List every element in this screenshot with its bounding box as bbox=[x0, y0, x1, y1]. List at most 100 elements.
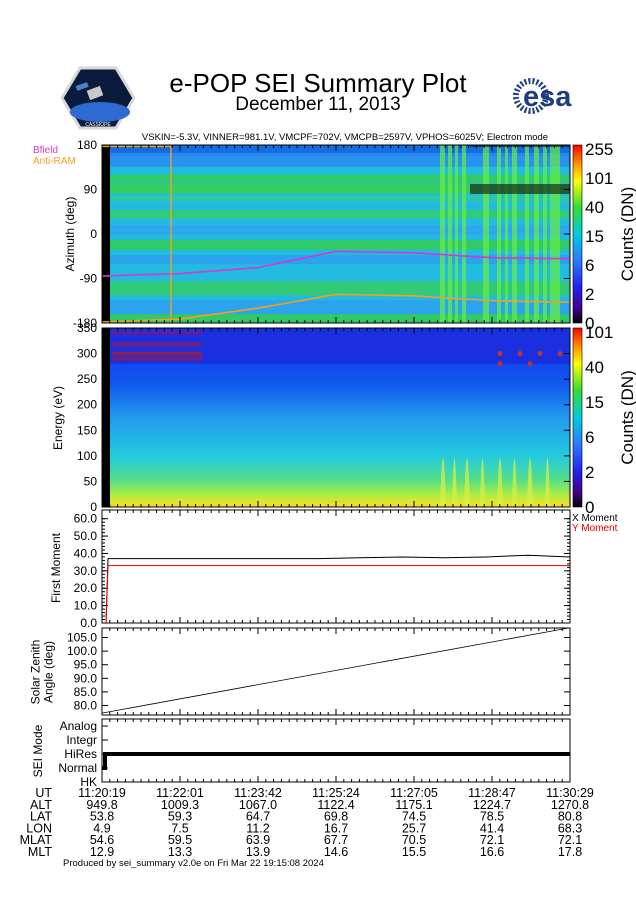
moment-tick-label: 30.0 bbox=[74, 564, 98, 578]
azimuth-colorbar-label: 6 bbox=[585, 256, 594, 275]
azimuth-streak bbox=[497, 145, 501, 323]
azimuth-streak bbox=[550, 145, 556, 323]
ephemeris-cell: 1224.7 bbox=[473, 798, 511, 812]
energy-colorbar-label: 0 bbox=[585, 498, 594, 517]
mode-axis-label: SEI Mode bbox=[31, 724, 45, 777]
moment-tick-label: 10.0 bbox=[74, 599, 98, 613]
sza-tick-label: 95.0 bbox=[74, 658, 98, 672]
azimuth-band bbox=[102, 174, 570, 183]
azimuth-band bbox=[102, 281, 570, 296]
energy-colorbar-label: 2 bbox=[585, 463, 594, 482]
energy-hot-pixel bbox=[497, 361, 503, 367]
azimuth-streak bbox=[525, 145, 529, 323]
ephemeris-cell: 80.8 bbox=[558, 810, 582, 824]
azimuth-colorbar-label: 2 bbox=[585, 285, 594, 304]
azimuth-band bbox=[102, 152, 570, 167]
badge-text: CASSIOPE bbox=[85, 122, 111, 128]
ephemeris-cell: 59.5 bbox=[168, 833, 192, 847]
esa-wordmark: esa bbox=[523, 81, 572, 113]
energy-tick-label: 200 bbox=[77, 398, 97, 412]
energy-burst bbox=[464, 457, 470, 507]
ephemeris-cell: 11:22:01 bbox=[156, 786, 204, 800]
azimuth-tick-label: 90 bbox=[84, 183, 98, 197]
ephemeris-cell: 11:28:47 bbox=[468, 786, 516, 800]
legend-x-moment: X Moment bbox=[572, 513, 618, 524]
ephemeris-cell: 17.8 bbox=[558, 845, 582, 859]
sza-line bbox=[101, 627, 571, 714]
ephemeris-cell: 67.7 bbox=[324, 833, 348, 847]
ephemeris-cell: 11:20:19 bbox=[78, 786, 126, 800]
energy-tick-label: 250 bbox=[77, 372, 97, 386]
energy-red-band bbox=[112, 331, 202, 336]
mode-tick-label: Integr bbox=[66, 733, 97, 747]
energy-burst bbox=[512, 457, 517, 507]
energy-axis-label: Energy (eV) bbox=[51, 386, 65, 450]
ephemeris-row-label: LON bbox=[26, 821, 52, 835]
azimuth-streak bbox=[543, 145, 547, 323]
azimuth-streak bbox=[534, 145, 539, 323]
energy-burst bbox=[480, 457, 485, 507]
azimuth-band bbox=[102, 183, 570, 194]
ephemeris-cell: 13.3 bbox=[168, 845, 192, 859]
ephemeris-row-label: MLT bbox=[28, 845, 52, 859]
badge-earth bbox=[70, 102, 130, 122]
ephemeris-cell: 13.9 bbox=[246, 845, 270, 859]
ephemeris-cell: 1067.0 bbox=[239, 798, 277, 812]
ephemeris-cell: 11:27:05 bbox=[390, 786, 438, 800]
ephemeris-cell: 25.7 bbox=[402, 821, 426, 835]
energy-tick-label: 300 bbox=[77, 347, 97, 361]
azimuth-axis-label: Azimuth (deg) bbox=[63, 197, 77, 272]
moment-tick-label: 50.0 bbox=[74, 529, 98, 543]
ephemeris-cell: 74.5 bbox=[402, 810, 426, 824]
energy-colorbar bbox=[572, 327, 583, 508]
legend-y-moment: Y Moment bbox=[572, 523, 618, 534]
azimuth-tick-label: -180 bbox=[73, 316, 97, 330]
azimuth-streak bbox=[440, 145, 445, 323]
azimuth-colorbar-label: 40 bbox=[585, 198, 604, 217]
moment-tick-label: 0.0 bbox=[80, 616, 97, 630]
ephemeris-cell: 14.6 bbox=[324, 845, 348, 859]
badge-satellite bbox=[86, 85, 104, 101]
ephemeris-cell: 11.2 bbox=[246, 821, 269, 835]
azimuth-colorbar bbox=[572, 144, 583, 324]
sza-tick-label: 85.0 bbox=[74, 685, 98, 699]
sza-axis-label: Solar Zenith bbox=[29, 640, 43, 705]
azimuth-hot-band bbox=[470, 145, 570, 147]
ephemeris-cell: 7.5 bbox=[171, 821, 188, 835]
azimuth-band bbox=[102, 300, 570, 317]
ephemeris-cell: 63.9 bbox=[246, 833, 270, 847]
ephemeris-cell: 41.4 bbox=[480, 821, 504, 835]
azimuth-streak bbox=[483, 145, 489, 323]
azimuth-band bbox=[102, 225, 570, 236]
energy-hot-pixel bbox=[537, 351, 543, 357]
energy-tick-label: 0 bbox=[90, 500, 97, 514]
azimuth-colorbar-label: 101 bbox=[585, 169, 613, 188]
azimuth-band bbox=[102, 255, 570, 265]
energy-burst bbox=[545, 457, 550, 507]
energy-burst bbox=[452, 457, 457, 507]
energy-red-band bbox=[112, 356, 202, 361]
energy-spectrogram bbox=[102, 328, 570, 507]
instrument-parameters: VSKIN=-5.3V, VINNER=981.1V, VMCPF=702V, … bbox=[142, 132, 548, 143]
azimuth-streak bbox=[556, 145, 560, 323]
ephemeris-cell: 69.8 bbox=[324, 810, 348, 824]
energy-hot-pixel bbox=[527, 361, 533, 367]
esa-ring bbox=[513, 78, 549, 114]
azimuth-streak bbox=[462, 145, 466, 323]
energy-burst bbox=[440, 457, 446, 507]
azimuth-colorbar-label: 0 bbox=[585, 314, 594, 333]
mission-logo-icon: CASSIOPE bbox=[60, 66, 136, 130]
moment-tick-label: 60.0 bbox=[74, 512, 98, 526]
sza-axis-label: Angle (deg) bbox=[42, 641, 56, 703]
azimuth-streak bbox=[448, 145, 452, 323]
ephemeris-cell: 1270.8 bbox=[551, 798, 589, 812]
mode-trace bbox=[102, 752, 570, 770]
azimuth-spectrogram bbox=[102, 145, 570, 323]
ephemeris-cell: 78.5 bbox=[480, 810, 504, 824]
ephemeris-cell: 15.5 bbox=[402, 845, 426, 859]
azimuth-streak bbox=[512, 145, 517, 323]
footer-credit: Produced by sei_summary v2.0e on Fri Mar… bbox=[63, 858, 324, 869]
ephemeris-cell: 16.7 bbox=[324, 821, 348, 835]
ephemeris-row-label: UT bbox=[35, 786, 52, 800]
